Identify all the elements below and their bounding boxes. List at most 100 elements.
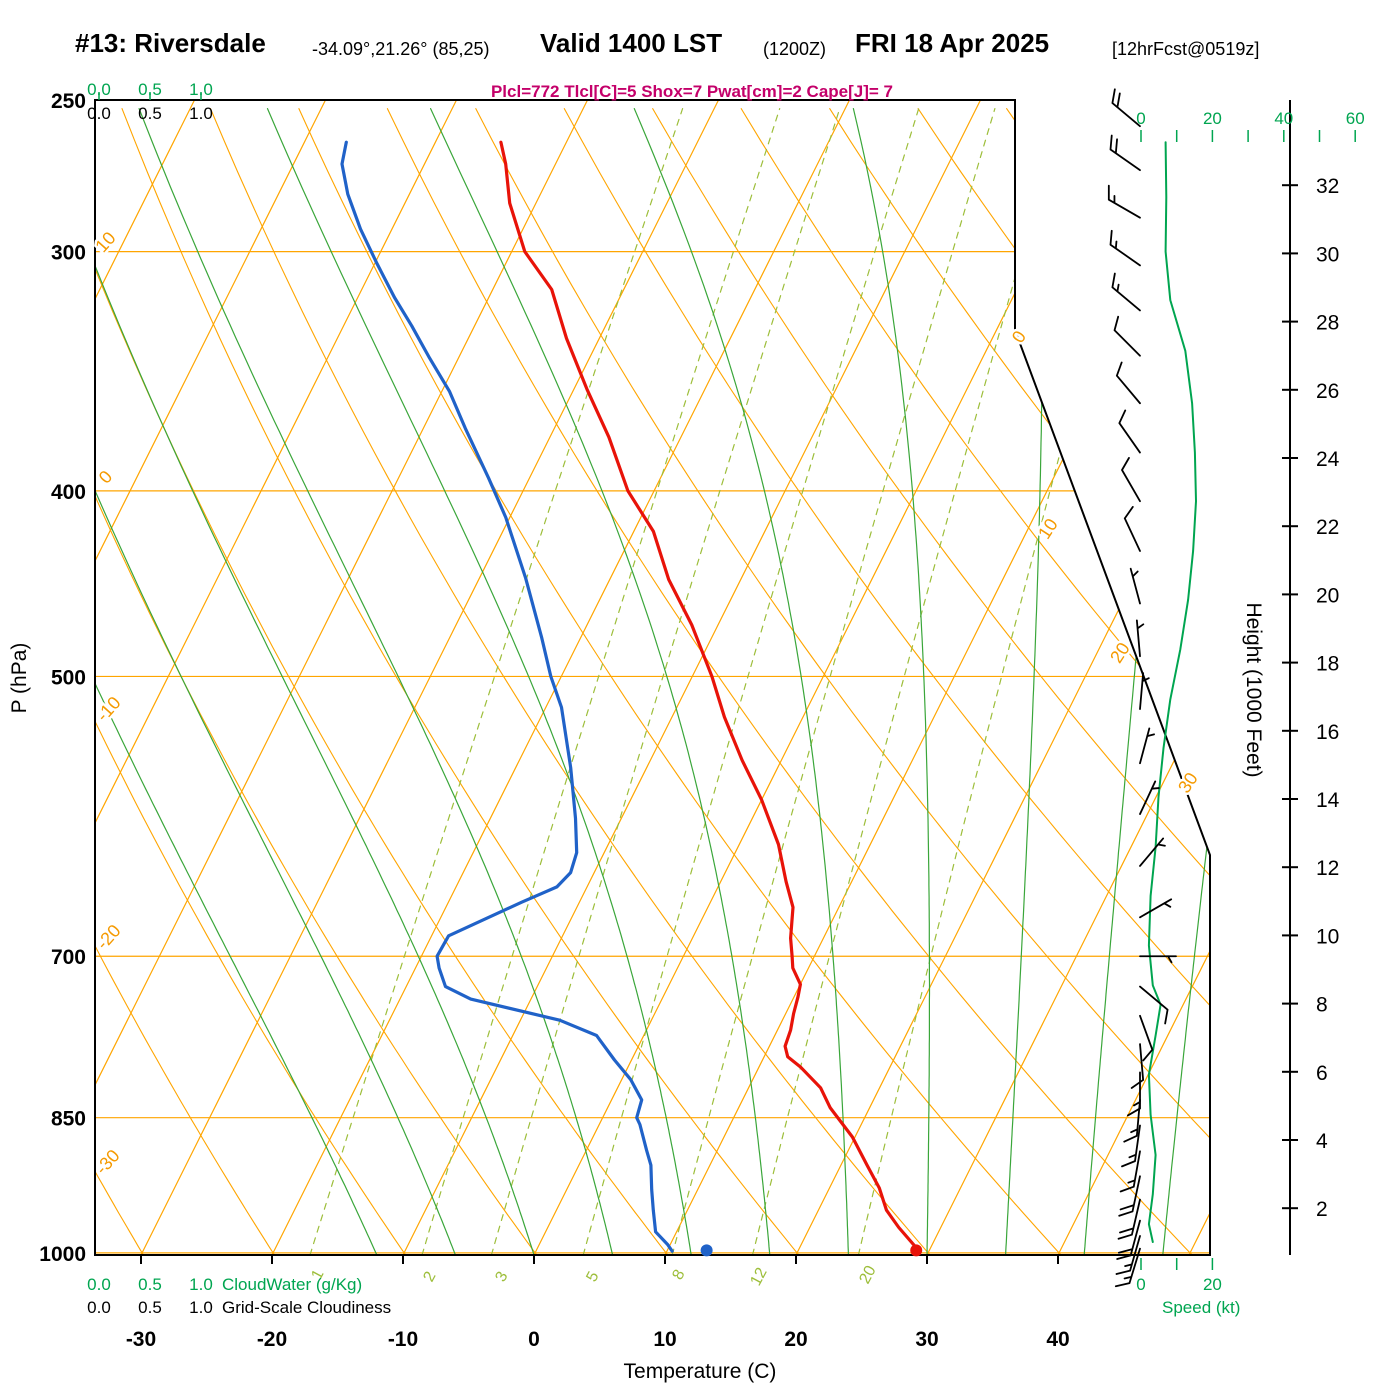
wind-barb (1111, 272, 1141, 312)
height-tick-label: 6 (1316, 1062, 1328, 1085)
moist-adiabat-line (633, 108, 849, 1255)
mixing-ratio-line (671, 108, 996, 1255)
moist-adiabat-line (1005, 108, 1043, 1255)
wind-barb (1116, 1219, 1141, 1260)
pressure-tick-label: 300 (51, 242, 86, 265)
cloudwater-top-scale: 0.5 (138, 80, 162, 99)
isotherm-line (1057, 100, 1210, 1255)
temp-tick-label: 0 (528, 1328, 540, 1351)
wind-barb (1139, 955, 1177, 964)
wind-barb (1139, 1014, 1154, 1062)
dry-adiabat-line (475, 108, 1210, 1255)
wind-barb (1109, 229, 1141, 267)
dry-adiabat-line (95, 108, 276, 1255)
mixing-ratio-line (857, 108, 1155, 1255)
temperature-profile-line (499, 140, 919, 1251)
cloudwater-label: CloudWater (g/Kg) (222, 1275, 362, 1294)
mixing-ratio-line (751, 108, 1065, 1255)
isotherm-value-label: 20 (1106, 639, 1134, 667)
moist-adiabat-line (266, 108, 692, 1255)
dry-adiabat-value-label: -20 (92, 921, 124, 954)
dry-adiabat-line (563, 108, 1210, 1255)
wind-barb (1135, 619, 1145, 658)
wind-barb (1139, 898, 1173, 919)
speed-bottom-tick-label: 0 (1136, 1275, 1145, 1294)
dry-adiabat-line (652, 108, 1210, 1255)
cloudiness-bottom-scale: 1.0 (189, 1298, 213, 1317)
wind-barb (1139, 837, 1166, 867)
stability-indices: Plcl=772 Tlcl[C]=5 Shox=7 Pwat[cm]=2 Cap… (491, 82, 893, 101)
dry-adiabat-line (298, 108, 1062, 1255)
wind-barb (1115, 1235, 1141, 1275)
pressure-tick-label: 500 (51, 666, 86, 689)
height-tick-label: 26 (1316, 380, 1339, 403)
dry-adiabat-line (121, 108, 800, 1255)
wind-barb (1118, 409, 1141, 454)
wind-barb (1114, 1247, 1141, 1288)
isotherm-line (795, 100, 1210, 1255)
speed-top-tick-label: 20 (1203, 109, 1222, 128)
wind-barb (1109, 134, 1141, 172)
height-tick-label: 32 (1316, 175, 1339, 198)
mixing-ratio-line (309, 108, 684, 1255)
moist-adiabat-line (95, 108, 456, 1255)
isotherm-line (1188, 100, 1210, 1255)
surface-dewpoint-dot (700, 1244, 713, 1257)
height-tick-label: 28 (1316, 312, 1339, 335)
dry-adiabat-line (95, 108, 538, 1255)
wind-barb (1111, 88, 1141, 128)
wind-barb (1118, 1175, 1141, 1217)
temp-tick-label: -30 (126, 1328, 156, 1351)
wind-speed-profile-line (1147, 141, 1197, 1243)
surface-temp-dot (910, 1244, 923, 1257)
cloudiness-label: Grid-Scale Cloudiness (222, 1298, 391, 1317)
dry-adiabat-line (740, 108, 1210, 1255)
temperature-axis-title: Temperature (C) (624, 1360, 777, 1383)
isotherm-line (271, 100, 851, 1255)
wind-barb (1121, 1124, 1141, 1168)
height-tick-label: 16 (1316, 721, 1339, 744)
dry-adiabat-line (1182, 108, 1210, 1255)
moist-adiabat-line (95, 108, 535, 1255)
isotherm-line (95, 100, 327, 1255)
pressure-tick-label: 1000 (39, 1243, 86, 1266)
wind-barb (1130, 1043, 1145, 1089)
pressure-tick-label: 400 (51, 481, 86, 504)
mixing-ratio-value-label: 12 (747, 1265, 770, 1289)
speed-top-tick-label: 0 (1136, 109, 1145, 128)
height-axis-title: Height (1000 Feet) (1242, 602, 1265, 777)
pressure-axis-title: P (hPa) (8, 643, 31, 714)
mixing-ratio-value-label: 5 (583, 1269, 602, 1285)
temp-tick-label: 10 (653, 1328, 676, 1351)
mixing-ratio-value-label: 3 (492, 1269, 511, 1285)
wind-barb (1123, 506, 1141, 552)
isotherm-line (95, 100, 196, 1255)
cloudwater-bottom-scale: 0.5 (138, 1275, 162, 1294)
moist-adiabat-line (852, 108, 931, 1255)
height-tick-label: 4 (1316, 1130, 1328, 1153)
height-tick-label: 10 (1316, 925, 1339, 948)
cloudiness-bottom-scale: 0.0 (87, 1298, 111, 1317)
temp-tick-label: 40 (1046, 1328, 1069, 1351)
speed-top-tick-label: 40 (1274, 109, 1293, 128)
speed-top-tick-label: 60 (1346, 109, 1365, 128)
plot-area (95, 100, 1210, 1255)
speed-axis-label: Speed (kt) (1162, 1298, 1240, 1317)
wind-barb (1113, 315, 1141, 357)
isotherm-line (926, 100, 1210, 1255)
plot-border (94, 99, 1211, 1256)
dewpoint-profile-line (340, 140, 674, 1253)
pressure-tick-label: 700 (51, 946, 86, 969)
cloudwater-bottom-scale: 0.0 (87, 1275, 111, 1294)
wind-barb (1139, 727, 1155, 765)
moist-adiabat-line (95, 108, 378, 1255)
wind-barb (1117, 1198, 1141, 1240)
wind-barb (1123, 1098, 1141, 1143)
mixing-ratio-value-label: 20 (856, 1263, 879, 1287)
wind-barb (1139, 672, 1150, 710)
isotherm-value-label: 30 (1174, 769, 1202, 797)
wind-barb (1139, 780, 1160, 815)
cloudwater-bottom-scale: 1.0 (189, 1275, 213, 1294)
